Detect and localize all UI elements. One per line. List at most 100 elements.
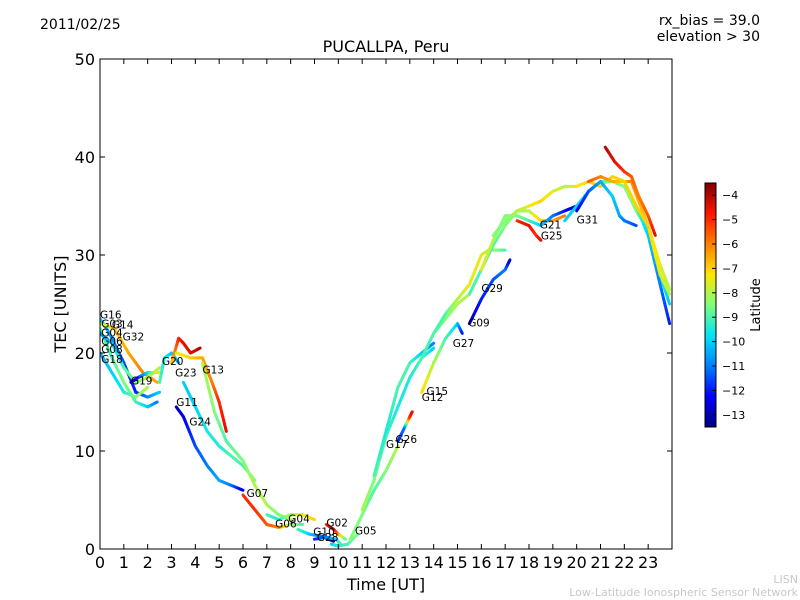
trace-segment [430,341,436,346]
trace-segment [154,400,159,405]
satellite-label-g28: G28 [317,532,339,544]
series-g12-20 [360,346,436,512]
satellite-label-g20: G20 [162,356,184,368]
x-tick-label: 4 [190,553,200,572]
x-tick-label: 19 [543,553,563,572]
y-tick-label: 10 [75,442,95,461]
series-unlabeled-33 [634,204,672,326]
x-axis-ticks: 0 1 2 3 4 5 6 7 8 9 10 11 12 13 14 15 16 17 18 19 20 21 22 23 [95,59,658,572]
x-tick-label: 14 [423,553,443,572]
series-g31-27 [479,204,579,272]
series-g19-5 [129,371,162,384]
satellite-label-g21: G21 [540,220,562,232]
satellite-label-g03: G03 [101,319,123,331]
credit-line-2: Low-Latitude Ionospheric Sensor Network [569,586,798,599]
satellite-label-g04: G04 [101,327,123,339]
series-unlabeled-31 [575,180,638,228]
x-tick-label: 18 [519,553,539,572]
satellite-label-g16: G16 [100,310,122,322]
satellite-label-g32: G32 [123,331,144,343]
colorbar-tick-label: −12 [722,384,745,397]
satellite-label-g08: G08 [101,344,123,356]
x-tick-label: 20 [566,553,586,572]
trace-segment [666,317,672,326]
series-g11-9 [174,405,245,492]
trace-segment [538,238,543,242]
data-marks [100,145,672,548]
y-tick-label: 50 [75,50,95,69]
series-g32-3 [100,331,162,384]
x-tick-label: 2 [143,553,153,572]
colorbar-tick-label: −9 [722,311,738,324]
x-tick-label: 7 [262,553,272,572]
series-g27-22 [420,322,464,394]
satellite-label-g14: G14 [112,320,134,332]
satellite-label-g15: G15 [427,386,449,398]
colorbar-tick-label: −8 [722,287,738,300]
satellite-label-g02: G02 [326,517,348,529]
trace-segment [561,214,567,218]
trace-segment [343,537,347,541]
satellite-label-g12: G12 [422,392,444,404]
colorbar-label: Latitude [749,278,764,332]
series-g18-4 [100,351,150,399]
x-tick-label: 12 [376,553,396,572]
series-g04-13 [265,513,316,522]
y-axis-ticks: 0 10 20 30 40 50 [75,50,672,559]
x-tick-label: 21 [590,553,610,572]
colorbar [704,182,717,428]
series-g15-21 [372,341,436,477]
satellite-label-g09: G09 [468,318,490,330]
trace-segment [251,477,257,482]
trace-segment [153,379,159,384]
satellite-label-g07: G07 [247,488,269,500]
colorbar-tick-label: −4 [722,189,738,202]
elevation-label: elevation > 30 [656,29,760,45]
x-tick-label: 5 [214,553,224,572]
x-tick-label: 1 [119,553,129,572]
satellite-label-g19: G19 [131,375,153,387]
satellite-label-g06: G06 [101,336,123,348]
y-tick-label: 20 [75,344,95,363]
trace-segment [223,426,228,433]
colorbar-tick-label: −7 [722,262,738,275]
satellite-label-g18: G18 [101,354,123,366]
series-g23-7 [170,336,202,365]
trace-segment [197,346,202,351]
x-axis-label: Time [UT] [346,575,425,594]
series-unlabeled-32 [603,145,657,237]
satellite-label-g10: G10 [313,526,335,538]
trace-segment [666,290,672,296]
plot-frame [99,58,673,550]
series-g02-16 [324,523,347,541]
x-tick-label: 9 [309,553,319,572]
trace-segment [338,541,343,546]
satellite-label-g13: G13 [202,365,224,377]
trace-segment [287,517,293,522]
satellite-label-g29: G29 [481,283,503,295]
series-g17-18 [348,444,400,541]
trace-segment [507,258,512,263]
x-tick-label: 10 [328,553,348,572]
colorbar-tick-label: −5 [722,214,738,227]
satellite-label-g17: G17 [386,439,408,451]
trace-segment [633,223,638,228]
satellite-label-g23: G23 [175,368,197,380]
y-tick-label: 0 [85,540,95,559]
x-tick-label: 6 [238,553,248,572]
x-tick-label: 23 [638,553,658,572]
trace-segment [311,517,316,522]
date-label: 2011/02/25 [40,17,121,33]
colorbar-tick-label: −6 [722,238,738,251]
trace-segment [156,390,162,395]
colorbar-ticks: −4 −5 −6 −7 −8 −9 −10 −11 −12 −13 [712,189,745,422]
x-tick-label: 8 [286,553,296,572]
trace-segment [430,346,436,351]
credit-line-1: LISN [773,573,798,586]
satellite-label-g11: G11 [176,397,198,409]
rx-bias-label: rx_bias = 39.0 [658,13,760,29]
colorbar-tick-label: −11 [722,360,745,373]
trace-segment [354,532,359,538]
series-g07-11 [200,361,293,522]
